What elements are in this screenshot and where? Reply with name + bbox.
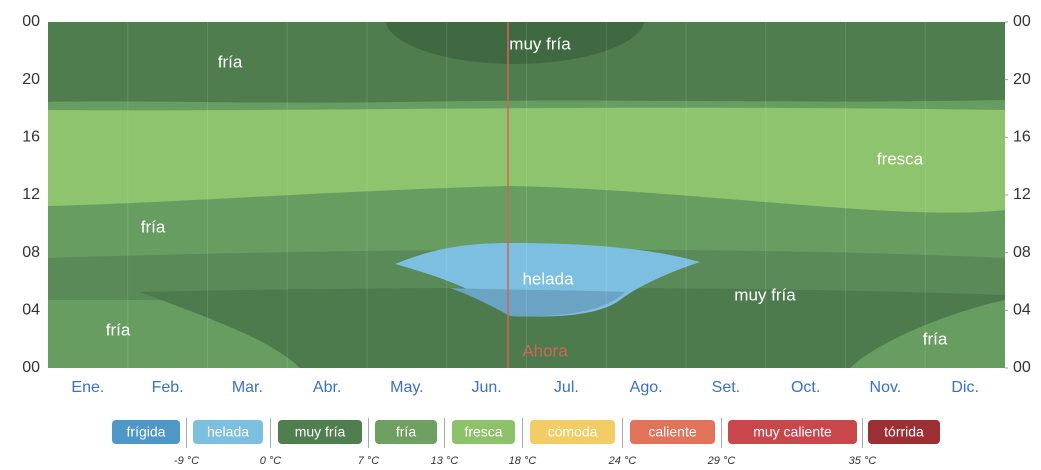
legend-label: cómoda [548, 424, 598, 440]
zone [48, 107, 1005, 213]
legend-label: muy caliente [753, 424, 832, 440]
y2-tick-label: 20 [1013, 71, 1031, 88]
y2-tick-label: 08 [1013, 244, 1031, 261]
legend-swatch [630, 420, 715, 444]
threshold-label: -9 °C [174, 455, 199, 467]
threshold-label: 29 °C [707, 455, 736, 467]
threshold-label: 35 °C [849, 455, 877, 467]
zone [450, 288, 625, 317]
y2-tick-label: 04 [1013, 302, 1031, 319]
x-tick-label: Oct. [791, 379, 820, 396]
x-tick-label: Dic. [951, 379, 979, 396]
x-tick-label: Nov. [870, 379, 902, 396]
plot-area [48, 22, 1005, 368]
legend-label: fría [396, 424, 416, 440]
zone-label: fría [106, 320, 131, 339]
zone-label: fresca [877, 149, 924, 168]
grid [127, 22, 926, 368]
legend-swatch [193, 420, 263, 444]
legend-swatch [112, 420, 180, 444]
y2-tick-label: 12 [1013, 186, 1031, 203]
zone [385, 22, 645, 64]
zone [395, 243, 700, 317]
x-tick-label: Set. [712, 379, 740, 396]
y-tick-label: 08 [22, 244, 40, 261]
y2-tick-label: 00 [1013, 13, 1031, 30]
threshold-label: 0 °C [260, 455, 282, 467]
zone-label: muy fría [734, 285, 796, 304]
legend-swatch [452, 420, 515, 444]
zone-label: muy fría [509, 34, 571, 53]
threshold-label: 13 °C [431, 455, 459, 467]
x-tick-label: Mar. [232, 379, 263, 396]
zone-label: fría [218, 52, 243, 71]
x-tick-label: Feb. [152, 379, 184, 396]
x-tick-label: Abr. [313, 379, 341, 396]
y-tick-label: 20 [22, 71, 40, 88]
zone [140, 287, 1005, 368]
y-tick-label: 00 [22, 359, 40, 376]
y-tick-label: 04 [22, 302, 40, 319]
legend-swatch [530, 420, 615, 444]
zone-label: helada [522, 269, 574, 288]
x-tick-label: Jun. [472, 379, 502, 396]
zone-label: fría [141, 217, 166, 236]
threshold-label: 18 °C [509, 455, 537, 467]
legend-label: muy fría [295, 424, 346, 440]
y2-tick-label: 16 [1013, 129, 1031, 146]
now-label: Ahora [522, 341, 568, 360]
legend-swatch [278, 420, 362, 444]
legend-label: fresca [464, 424, 502, 440]
legend-swatch [728, 420, 857, 444]
legend-swatch [375, 420, 437, 444]
x-tick-label: May. [390, 379, 423, 396]
x-tick-label: Jul. [554, 379, 579, 396]
x-tick-label: Ene. [71, 379, 104, 396]
legend-label: caliente [648, 424, 696, 440]
y2-tick-label: 00 [1013, 359, 1031, 376]
threshold-label: 24 °C [608, 455, 637, 467]
x-tick-label: Ago. [630, 379, 663, 396]
legend-label: frígida [127, 424, 166, 440]
zone-label: fría [923, 329, 948, 348]
legend-label: tórrida [884, 424, 924, 440]
legend-label: helada [207, 424, 249, 440]
y-tick-label: 16 [22, 129, 40, 146]
threshold-label: 7 °C [358, 455, 380, 467]
legend-swatch [868, 420, 940, 444]
y-tick-label: 12 [22, 186, 40, 203]
y-tick-label: 00 [22, 13, 40, 30]
